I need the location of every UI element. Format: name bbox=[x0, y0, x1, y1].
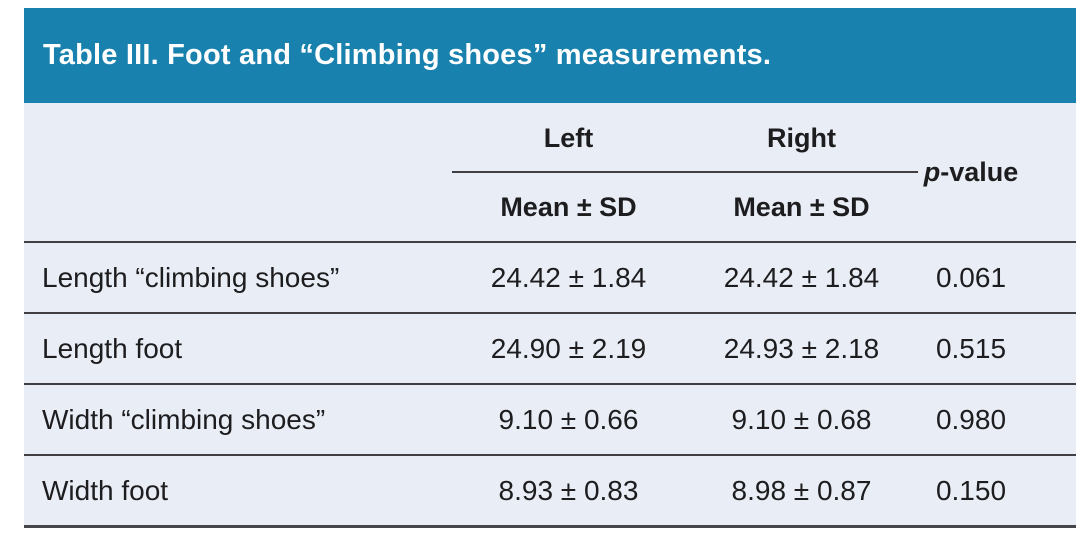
pvalue-suffix: -value bbox=[940, 156, 1019, 187]
table-title: Table III. Foot and “Climbing shoes” mea… bbox=[43, 39, 772, 71]
pvalue-italic-p: p bbox=[923, 156, 941, 187]
table-header: Left Right p -value Mean ± SD Mean ± SD bbox=[24, 103, 1076, 243]
p-value: 0.515 bbox=[935, 332, 1007, 364]
left-mean-sd: 8.93 ± 0.83 bbox=[498, 474, 639, 506]
table-body: Length “climbing shoes” 24.42 ± 1.84 24.42… bbox=[24, 243, 1076, 528]
row-label: Width “climbing shoes” bbox=[42, 403, 326, 435]
subheader-mean-sd-right: Mean ± SD bbox=[733, 191, 870, 222]
col-header-pvalue: p -value bbox=[918, 103, 1076, 241]
table-row: Width foot 8.93 ± 0.83 8.98 ± 0.87 0.150 bbox=[24, 456, 1076, 528]
p-value: 0.980 bbox=[935, 403, 1007, 435]
header-spacer-cell bbox=[24, 103, 452, 173]
p-value: 0.061 bbox=[935, 261, 1007, 293]
subheader-mean-sd-left: Mean ± SD bbox=[500, 191, 637, 222]
table-row: Width “climbing shoes” 9.10 ± 0.66 9.10 ± … bbox=[24, 385, 1076, 456]
right-mean-sd: 8.98 ± 0.87 bbox=[731, 474, 872, 506]
right-mean-sd: 24.42 ± 1.84 bbox=[723, 261, 880, 293]
row-label: Length “climbing shoes” bbox=[42, 261, 340, 293]
left-mean-sd: 24.42 ± 1.84 bbox=[490, 261, 647, 293]
left-mean-sd: 9.10 ± 0.66 bbox=[498, 403, 639, 435]
right-mean-sd: 24.93 ± 2.18 bbox=[723, 332, 880, 364]
col-header-right: Right bbox=[767, 122, 836, 153]
col-header-left: Left bbox=[543, 122, 594, 153]
left-right-underline bbox=[452, 171, 918, 173]
table-title-banner: Table III. Foot and “Climbing shoes” mea… bbox=[24, 8, 1076, 103]
table-row: Length foot 24.90 ± 2.19 24.93 ± 2.18 0.515 bbox=[24, 314, 1076, 385]
right-mean-sd: 9.10 ± 0.68 bbox=[731, 403, 872, 435]
left-mean-sd: 24.90 ± 2.19 bbox=[490, 332, 647, 364]
row-label: Width foot bbox=[42, 474, 169, 506]
p-value: 0.150 bbox=[935, 474, 1007, 506]
row-label: Length foot bbox=[42, 332, 183, 364]
measurement-table: Table III. Foot and “Climbing shoes” mea… bbox=[24, 8, 1076, 528]
table-row: Length “climbing shoes” 24.42 ± 1.84 24.42… bbox=[24, 243, 1076, 314]
